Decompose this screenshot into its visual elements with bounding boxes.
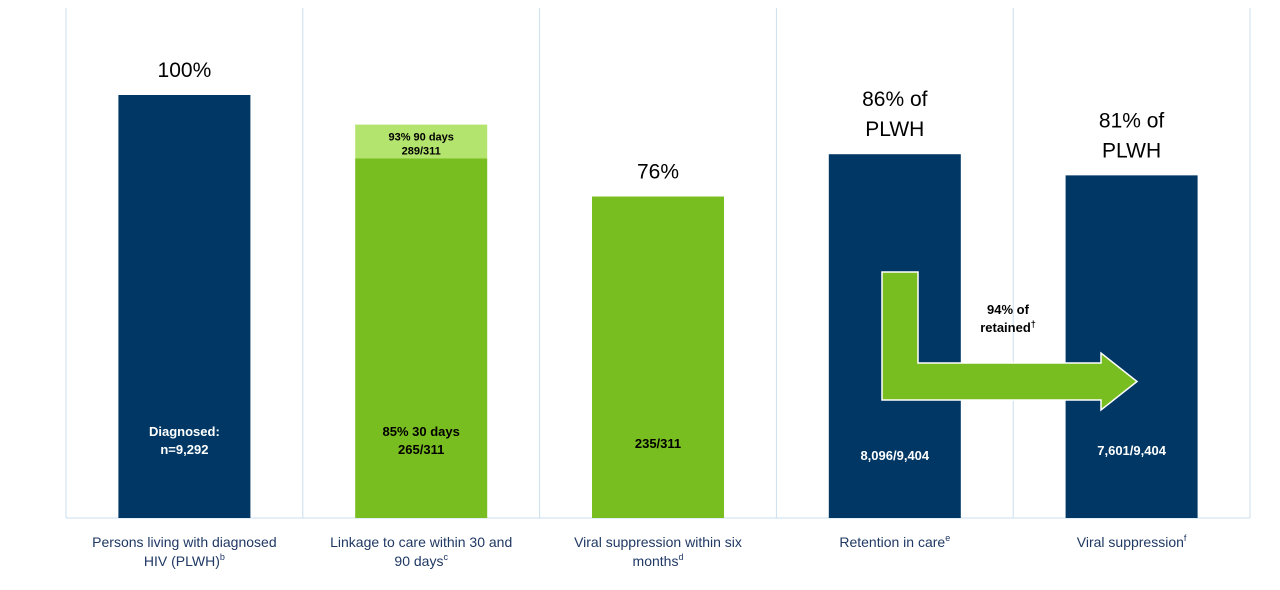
bar-persons-living-with — [118, 95, 251, 518]
inner-label-linkage-to-care: 85% 30 days 265/311 — [383, 424, 460, 457]
inner-label-viral-suppression-within: 235/311 — [635, 436, 681, 451]
bars-layer — [118, 95, 1198, 518]
category-label-viral-suppression: Viral suppressionf — [1077, 533, 1187, 550]
inner-label-persons-living-with: Diagnosed: n=9,292 — [149, 424, 220, 457]
value-label-retention-in-care: 86% of PLWH — [862, 88, 928, 141]
value-label-viral-suppression: 81% of PLWH — [1099, 109, 1165, 162]
category-label-viral-suppression-within: Viral suppression within six monthsd — [574, 534, 742, 569]
category-label-retention-in-care: Retention in caree — [839, 533, 950, 550]
inner-label-viral-suppression: 7,601/9,404 — [1097, 443, 1166, 458]
annotation-arrow-layer — [881, 271, 1139, 412]
column-separators — [65, 8, 1251, 518]
value-label-persons-living-with: 100% — [158, 59, 212, 82]
bar-linkage-to-care-90-days — [355, 124, 488, 159]
bar-viral-suppression-within — [592, 196, 724, 518]
bar-label-90-days: 93% 90 days 289/311 — [388, 132, 453, 158]
bar-linkage-to-care — [355, 158, 488, 518]
retained-arrow — [881, 271, 1139, 412]
labels-layer: 100% Diagnosed: n=9,292 Persons living with… — [92, 59, 1187, 569]
bar-viral-suppression — [1065, 175, 1198, 518]
inner-label-retention-in-care: 8,096/9,404 — [860, 448, 929, 463]
annotation-retained-label: 94% of retained† — [980, 302, 1036, 335]
value-label-viral-suppression-within: 76% — [637, 161, 679, 184]
category-label-persons-living-with: Persons living with diagnosed HIV (PLWH)b — [92, 534, 276, 569]
category-label-linkage-to-care: Linkage to care within 30 and 90 daysc — [330, 534, 512, 569]
